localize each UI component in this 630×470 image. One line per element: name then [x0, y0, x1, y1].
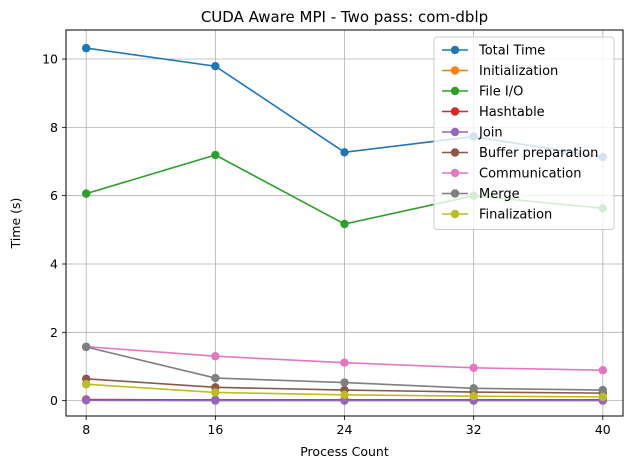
data-point — [211, 150, 220, 160]
x-tick-label: 8 — [82, 422, 90, 437]
data-point — [211, 388, 220, 397]
legend-label: Initialization — [479, 64, 558, 79]
y-tick-label: 2 — [50, 325, 58, 340]
x-tick-label: 16 — [207, 422, 223, 437]
y-tick-label: 10 — [42, 52, 58, 67]
chart-title: CUDA Aware MPI - Two pass: com-dblp — [201, 8, 488, 26]
data-point — [81, 396, 91, 405]
legend-label: Communication — [479, 167, 581, 182]
data-point — [81, 342, 91, 352]
x-tick-label: 24 — [337, 422, 353, 437]
data-point — [598, 366, 608, 375]
x-axis-label: Process Count — [300, 444, 389, 459]
legend-box — [433, 36, 615, 230]
legend-label: Buffer preparation — [479, 146, 598, 161]
y-axis-label: Time (s) — [8, 198, 23, 250]
data-point — [211, 396, 220, 405]
data-point — [469, 391, 478, 401]
y-tick-label: 6 — [50, 188, 58, 203]
data-point — [598, 385, 608, 395]
data-point — [211, 62, 220, 71]
y-tick-label: 0 — [50, 393, 58, 408]
legend-marker — [450, 189, 460, 198]
y-tick-label: 8 — [50, 120, 58, 135]
legend-label: Finalization — [479, 208, 552, 223]
x-tick-label: 32 — [466, 422, 482, 437]
data-point — [598, 392, 608, 402]
legend-marker — [450, 45, 460, 55]
data-point — [81, 43, 91, 53]
legend-marker — [450, 107, 460, 116]
data-point — [81, 380, 91, 389]
data-point — [211, 352, 220, 361]
legend-marker — [450, 148, 460, 157]
data-point — [211, 373, 220, 383]
y-tick-label: 4 — [50, 256, 58, 271]
legend-label: Join — [478, 126, 503, 141]
legend: Total Time Initialization File I/O Hashtabl… — [433, 36, 615, 230]
data-point — [81, 189, 91, 198]
data-point — [340, 396, 349, 405]
data-point — [340, 390, 349, 400]
legend-marker — [450, 66, 460, 75]
data-point — [469, 363, 478, 373]
legend-marker — [450, 209, 460, 219]
legend-label: Hashtable — [479, 105, 545, 120]
x-tick-label: 40 — [595, 422, 611, 437]
data-point — [340, 219, 349, 229]
legend-marker — [450, 127, 460, 137]
legend-marker — [450, 86, 460, 96]
legend-label: Total Time — [478, 44, 545, 59]
data-point — [340, 148, 349, 157]
data-point — [469, 384, 478, 393]
legend-marker — [450, 168, 460, 178]
data-point — [340, 358, 349, 367]
legend-label: Merge — [479, 187, 520, 202]
data-point — [340, 378, 349, 387]
legend-label: File I/O — [479, 85, 523, 100]
